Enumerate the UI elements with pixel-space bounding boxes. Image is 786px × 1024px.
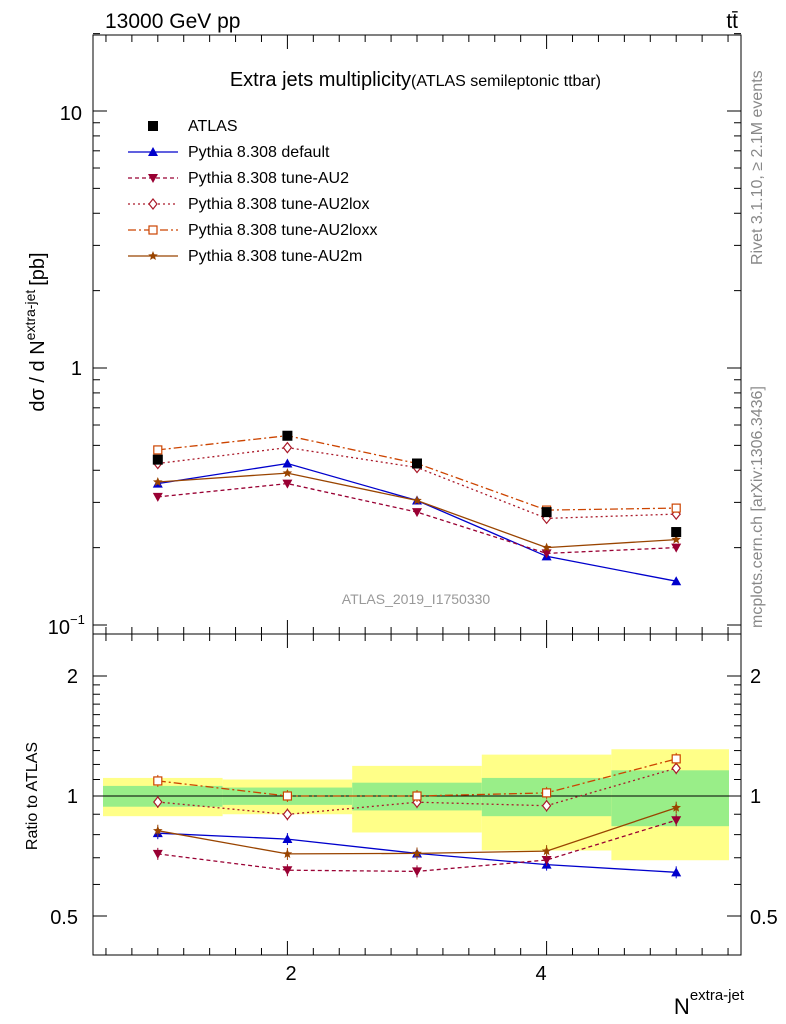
series-point-pythia-8-308-tune-au2m [153, 477, 163, 487]
ratio-ytick-0.5-left: 0.5 [50, 907, 78, 929]
mcplots-label: mcplots.cern.ch [arXiv:1306.3436] [749, 386, 766, 628]
ratio-point-pythia-8-308-tune-au2loxx [412, 791, 422, 801]
series-point-pythia-8-308-tune-au2 [152, 492, 163, 502]
ratio-y-axis-label: Ratio to ATLAS [24, 742, 41, 850]
series-point-pythia-8-308-tune-au2 [282, 479, 293, 489]
ratio-ytick-2-right: 2 [750, 666, 761, 688]
plot-subtitle: (ATLAS semileptonic ttbar) [411, 73, 601, 90]
ratio-point-pythia-8-308-tune-au2loxx [282, 791, 292, 801]
series-point-pythia-8-308-default [282, 458, 293, 468]
legend-label-atlas: ATLAS [188, 118, 238, 135]
series-point-pythia-8-308-tune-au2m [412, 495, 422, 505]
series-point-pythia-8-308-default [671, 576, 682, 586]
process-label: tt̄ [726, 10, 738, 33]
legend-label-au2: Pythia 8.308 tune-AU2 [188, 170, 349, 187]
chart-marks [92, 33, 742, 956]
ratio-point-pythia-8-308-tune-au2m [282, 848, 293, 858]
rivet-version-label: Rivet 3.1.10, ≥ 2.1M events [749, 70, 766, 265]
ratio-point-pythia-8-308-tune-au2m [412, 848, 422, 858]
ratio-point-pythia-8-308-tune-au2 [671, 816, 682, 826]
series-line-pythia-8-308-tune-au2lox [157, 446, 677, 520]
data-point-atlas [412, 458, 422, 469]
data-point-atlas [541, 507, 552, 518]
ratio-point-pythia-8-308-tune-au2lox [671, 762, 681, 775]
ratio-point-pythia-8-308-tune-au2lox [541, 799, 552, 812]
ylabel-unit: [pb] [27, 252, 49, 285]
ylabel-sup: extra-jet [22, 290, 38, 341]
ratio-point-pythia-8-308-tune-au2 [412, 867, 422, 877]
data-point-atlas [282, 430, 293, 441]
ratio-point-pythia-8-308-tune-au2loxx [153, 776, 163, 786]
ratio-point-pythia-8-308-tune-au2 [541, 856, 552, 866]
data-point-atlas [671, 527, 682, 538]
series-point-pythia-8-308-tune-au2m [541, 542, 552, 552]
legend-marker-atlas [148, 121, 158, 131]
legend-label-au2m: Pythia 8.308 tune-AU2m [188, 248, 362, 265]
ratio-ytick-0.5-right: 0.5 [750, 907, 778, 929]
legend-marker-pythia-8-308-default [148, 147, 158, 156]
series-point-pythia-8-308-tune-au2m [282, 468, 293, 478]
ratio-point-pythia-8-308-tune-au2m [541, 846, 552, 856]
series-point-pythia-8-308-tune-au2m [671, 534, 681, 544]
ratio-point-pythia-8-308-tune-au2m [153, 825, 163, 835]
series-point-pythia-8-308-tune-au2loxx [671, 503, 681, 513]
xlabel-main: N [674, 994, 690, 1019]
xlabel-sup: extra-jet [690, 987, 745, 1004]
series-line-pythia-8-308-tune-au2 [157, 482, 677, 555]
legend-label-au2lox: Pythia 8.308 tune-AU2lox [188, 196, 369, 213]
ratio-point-pythia-8-308-tune-au2loxx [671, 754, 681, 764]
legend-label-default: Pythia 8.308 default [188, 144, 330, 161]
ratio-ytick-2-left: 2 [67, 666, 78, 688]
legend-marker-pythia-8-308-tune-au2loxx [148, 225, 158, 235]
plot-title: Extra jets multiplicity [230, 69, 411, 91]
ylabel-main: dσ / d N [27, 340, 49, 411]
legend-marker-pythia-8-308-tune-au2lox [148, 198, 158, 210]
xtick-4: 4 [535, 963, 546, 985]
legend-marker-pythia-8-308-tune-au2 [148, 174, 158, 183]
series-point-pythia-8-308-tune-au2 [412, 508, 422, 518]
xtick-2: 2 [285, 963, 296, 985]
ratio-point-pythia-8-308-tune-au2loxx [541, 788, 552, 798]
legend-marker-pythia-8-308-tune-au2m [148, 251, 158, 260]
ratio-ytick-1-left: 1 [67, 786, 78, 808]
ratio-point-pythia-8-308-tune-au2m [671, 802, 681, 812]
svg-text:dσ / d Nextra-jet[pb]: dσ / d Nextra-jet [pb] [22, 252, 49, 411]
ratio-point-pythia-8-308-tune-au2lox [282, 808, 293, 821]
ratio-point-pythia-8-308-tune-au2lox [153, 796, 163, 808]
ytick-0.1-exponent: −1 [70, 612, 85, 627]
ytick-0.1: 10 [48, 617, 70, 639]
series-point-pythia-8-308-tune-au2 [541, 549, 552, 559]
x-axis-label: Nextra-jet [674, 987, 745, 1019]
series-line-pythia-8-308-default [157, 462, 677, 582]
series-point-pythia-8-308-tune-au2lox [282, 441, 293, 454]
energy-label: 13000 GeV pp [105, 10, 240, 33]
series-point-pythia-8-308-tune-au2 [671, 543, 682, 553]
ratio-point-pythia-8-308-tune-au2 [282, 866, 293, 876]
analysis-watermark: ATLAS_2019_I1750330 [342, 591, 491, 607]
ratio-point-pythia-8-308-tune-au2 [152, 849, 163, 859]
data-point-atlas [152, 454, 163, 465]
ytick-10: 10 [60, 103, 82, 125]
series-point-pythia-8-308-tune-au2loxx [153, 445, 163, 455]
ratio-point-pythia-8-308-default [671, 867, 682, 877]
main-y-axis-label: dσ / d Nextra-jet [pb] [22, 252, 49, 411]
ratio-point-pythia-8-308-default [282, 834, 293, 844]
ratio-ytick-1-right: 1 [750, 786, 761, 808]
ratio-stat-band [611, 770, 729, 827]
legend-label-au2loxx: Pythia 8.308 tune-AU2loxx [188, 222, 377, 239]
ytick-1: 1 [71, 358, 82, 380]
